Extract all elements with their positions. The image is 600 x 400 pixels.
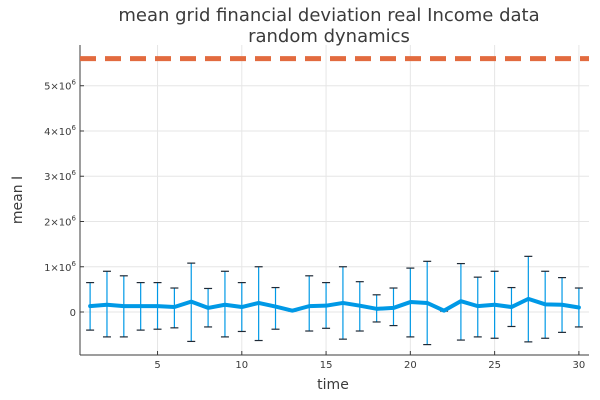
x-axis-ticks: 5 10 15 20 25 30 [154, 351, 585, 371]
y-tick-label: 4×106 [44, 124, 76, 138]
mean-point [88, 304, 92, 308]
mean-point [274, 305, 277, 308]
mean-point [510, 305, 513, 309]
mean-point [308, 304, 311, 308]
x-tick-label: 15 [320, 360, 333, 371]
mean-series-line [88, 296, 581, 313]
mean-point [459, 299, 463, 303]
mean-point [173, 305, 176, 309]
y-tick-label: 5×106 [44, 79, 76, 93]
mean-point [442, 309, 446, 312]
mean-point [527, 297, 530, 301]
mean-point [105, 303, 109, 306]
y-tick-label: 3×106 [44, 169, 76, 183]
mean-point [156, 304, 159, 308]
mean-point [190, 300, 193, 303]
x-tick-label: 10 [235, 360, 248, 371]
mean-point [392, 306, 395, 310]
y-tick-label: 0 [70, 308, 76, 319]
chart-title-line-1: mean grid financial deviation real Incom… [118, 5, 539, 26]
mean-point [358, 304, 361, 307]
x-tick-label: 25 [488, 360, 501, 371]
mean-point [476, 304, 479, 308]
mean-point [425, 301, 429, 305]
chart-title-line-2: random dynamics [248, 26, 410, 47]
x-tick-label: 5 [154, 360, 160, 371]
axes [79, 45, 589, 356]
mean-point [240, 305, 244, 309]
y-axis-ticks: 0 1×106 2×106 3×106 4×106 5×106 [44, 79, 84, 319]
y-tick-label: 2×106 [44, 214, 76, 228]
mean-point [560, 303, 564, 306]
mean-point [324, 304, 328, 307]
x-tick-label: 30 [573, 360, 586, 371]
mean-point [139, 304, 142, 308]
mean-point [577, 306, 581, 309]
mean-point [375, 307, 378, 311]
mean-point [341, 301, 345, 305]
x-axis-label: time [317, 377, 349, 393]
mean-point [543, 303, 547, 306]
gridlines [80, 45, 589, 355]
mean-point [257, 301, 260, 305]
mean-point [223, 303, 227, 306]
mean-point [206, 306, 210, 310]
mean-point [493, 303, 496, 306]
y-axis-label: mean I [10, 176, 26, 224]
mean-series-layer [88, 296, 581, 313]
x-tick-label: 20 [404, 360, 417, 371]
y-tick-label: 1×106 [44, 260, 76, 274]
mean-point [122, 304, 126, 308]
mean-point [409, 300, 412, 304]
mean-point [291, 309, 294, 312]
